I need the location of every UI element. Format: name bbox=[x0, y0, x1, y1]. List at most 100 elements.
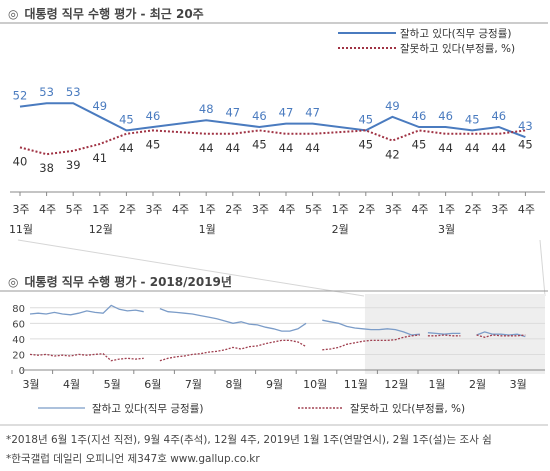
zoom-connector-left bbox=[17, 239, 365, 297]
approval-label: 48 bbox=[199, 102, 214, 116]
x-tick-label: 2월 bbox=[469, 378, 486, 391]
disapproval-trend-line bbox=[322, 334, 420, 351]
bullseye-icon: ◎ bbox=[8, 7, 19, 21]
top-chart: 잘하고 있다(직무 긍정률) 잘못하고 있다(부정률, %) 52 53 53 49 45 4… bbox=[0, 22, 548, 236]
approval-trend-line bbox=[322, 319, 420, 336]
x-tick-label: 3주 bbox=[252, 203, 269, 216]
legend-label: 잘하고 있다(직무 긍정률) bbox=[92, 402, 203, 415]
disapproval-label: 44 bbox=[491, 141, 506, 155]
x-tick-label: 2주 bbox=[465, 203, 482, 216]
x-tick-label: 7월 bbox=[185, 378, 202, 391]
disapproval-label: 39 bbox=[66, 158, 81, 172]
disapproval-label: 42 bbox=[385, 148, 400, 162]
x-tick-label: 3월 bbox=[510, 378, 527, 391]
x-tick-label: 1월 bbox=[428, 378, 445, 391]
x-tick-label: 5주 bbox=[66, 203, 83, 216]
y-tick-label: 60 bbox=[12, 319, 25, 330]
approval-label: 46 bbox=[438, 109, 453, 123]
y-tick-label: 40 bbox=[12, 335, 25, 346]
x-tick-label: 3주 bbox=[491, 203, 508, 216]
y-tick-label: 80 bbox=[12, 304, 25, 315]
x-tick-label: 10월 bbox=[303, 378, 327, 391]
disapproval-label: 45 bbox=[412, 137, 427, 151]
x-tick-label: 4월 bbox=[63, 378, 80, 391]
approval-label: 43 bbox=[518, 119, 533, 133]
approval-label: 47 bbox=[305, 106, 320, 120]
disapproval-label: 45 bbox=[358, 137, 373, 151]
approval-label: 47 bbox=[279, 106, 294, 120]
disapproval-trend-line bbox=[476, 334, 526, 338]
approval-label: 45 bbox=[465, 112, 480, 126]
disapproval-label: 45 bbox=[518, 137, 533, 151]
month-label: 11월 bbox=[9, 223, 33, 236]
disapproval-label: 45 bbox=[252, 137, 267, 151]
approval-label: 46 bbox=[146, 109, 161, 123]
disapproval-label: 44 bbox=[438, 141, 453, 155]
x-tick-label: 3주 bbox=[385, 203, 402, 216]
x-tick-label: 1주 bbox=[332, 203, 349, 216]
month-label: 1월 bbox=[199, 223, 216, 236]
x-tick-label: 1주 bbox=[92, 203, 109, 216]
bottom-chart-title-text: 대통령 직무 수행 평가 - 2018/2019년 bbox=[24, 275, 232, 289]
x-tick-label: 1주 bbox=[438, 203, 455, 216]
x-tick-label: 3주 bbox=[145, 203, 162, 216]
approval-label: 53 bbox=[39, 85, 54, 99]
disapproval-label: 44 bbox=[279, 141, 294, 155]
disapproval-line bbox=[19, 129, 526, 156]
legend-label: 잘하고 있다(직무 긍정률) bbox=[400, 27, 511, 40]
legend-label: 잘못하고 있다(부정률, %) bbox=[350, 402, 465, 415]
top-chart-title-text: 대통령 직무 수행 평가 - 최근 20주 bbox=[24, 7, 204, 21]
approval-label: 46 bbox=[412, 109, 427, 123]
disapproval-trend-line bbox=[29, 353, 144, 362]
disapproval-label: 38 bbox=[39, 161, 54, 175]
disapproval-label: 44 bbox=[225, 141, 240, 155]
legend-label: 잘못하고 있다(부정률, %) bbox=[400, 42, 515, 55]
month-label: 3월 bbox=[438, 223, 455, 236]
disapproval-label: 45 bbox=[146, 137, 161, 151]
approval-label: 47 bbox=[225, 106, 240, 120]
x-tick-label: 1주 bbox=[199, 203, 216, 216]
approval-label: 45 bbox=[358, 112, 373, 126]
x-tick-label: 2주 bbox=[119, 203, 136, 216]
approval-trend-line bbox=[427, 332, 461, 335]
approval-label: 53 bbox=[66, 85, 81, 99]
month-label: 12월 bbox=[89, 223, 113, 236]
x-tick-label: 3주 bbox=[12, 203, 29, 216]
month-label: 2월 bbox=[332, 223, 349, 236]
x-tick-label: 5월 bbox=[104, 378, 121, 391]
approval-trend-line bbox=[476, 331, 526, 338]
x-tick-label: 4주 bbox=[518, 203, 535, 216]
disapproval-trend-line bbox=[159, 339, 307, 362]
x-tick-label: 4주 bbox=[278, 203, 295, 216]
footnote-source: *한국갤럽 데일리 오피니언 제347호 www.gallup.co.kr bbox=[6, 453, 260, 465]
footnote-schedule: *2018년 6월 1주(지선 직전), 9월 4주(추석), 12월 4주, … bbox=[6, 434, 492, 446]
approval-label: 52 bbox=[13, 89, 28, 103]
x-tick-label: 4주 bbox=[411, 203, 428, 216]
bullseye-icon: ◎ bbox=[8, 275, 19, 289]
disapproval-label: 44 bbox=[465, 141, 480, 155]
x-tick-label: 6월 bbox=[144, 378, 161, 391]
approval-label: 49 bbox=[385, 99, 400, 113]
x-tick-label: 3월 bbox=[22, 378, 39, 391]
x-tick-label: 4주 bbox=[39, 203, 56, 216]
zoom-connector-right bbox=[539, 239, 546, 297]
approval-line bbox=[19, 102, 526, 139]
x-tick-label: 11월 bbox=[344, 378, 368, 391]
disapproval-label: 44 bbox=[199, 141, 214, 155]
approval-trend-line bbox=[159, 307, 307, 332]
disapproval-label: 44 bbox=[119, 141, 134, 155]
approval-label: 46 bbox=[491, 109, 506, 123]
x-tick-label: 12월 bbox=[384, 378, 408, 391]
disapproval-trend-line bbox=[427, 334, 461, 337]
x-tick-label: 4주 bbox=[172, 203, 189, 216]
y-tick-label: 0 bbox=[19, 366, 25, 377]
bottom-chart-title: ◎ 대통령 직무 수행 평가 - 2018/2019년 bbox=[8, 273, 232, 290]
y-tick-label: 20 bbox=[12, 350, 25, 361]
approval-trend-line bbox=[29, 304, 144, 316]
approval-label: 46 bbox=[252, 109, 267, 123]
approval-label: 49 bbox=[92, 99, 107, 113]
x-tick-label: 8월 bbox=[225, 378, 242, 391]
approval-label: 45 bbox=[119, 112, 134, 126]
disapproval-label: 41 bbox=[92, 151, 107, 165]
